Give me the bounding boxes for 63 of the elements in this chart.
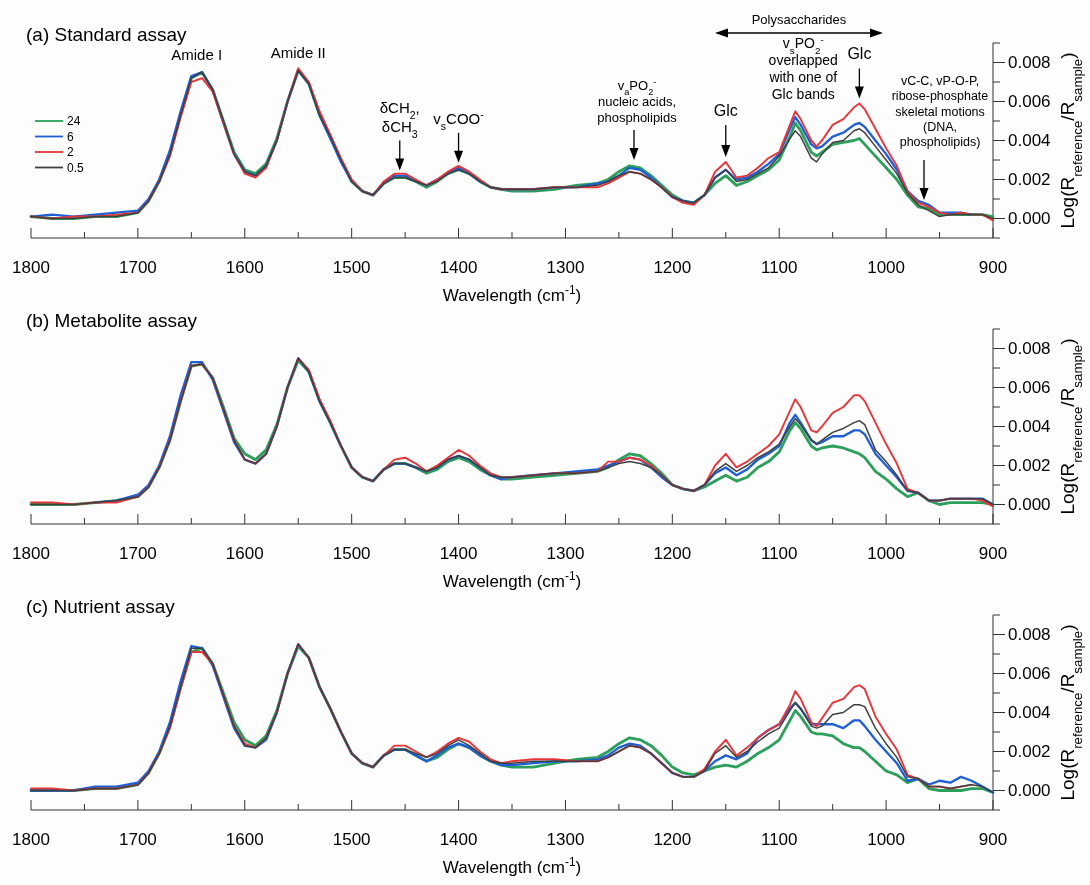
y-tick-label: 0.006 [1008, 92, 1051, 112]
y-tick-label: 0.008 [1008, 339, 1051, 359]
x-tick-label: 1700 [118, 830, 157, 849]
y-tick-label: 0.004 [1008, 417, 1051, 437]
x-tick-label: 1200 [653, 258, 692, 277]
x-tick-label: 1400 [439, 830, 478, 849]
x-axis-title: Wavelength (cm$^{-1}$) [442, 283, 582, 305]
x-tick-label: 1300 [546, 830, 585, 849]
legend-label: 6 [67, 129, 74, 144]
x-axis-title: Wavelength (cm$^{-1}$) [442, 855, 582, 877]
x-tick-label: 1100 [760, 544, 798, 563]
y-tick-label: 0.000 [1008, 495, 1051, 515]
text: Polysaccharides [751, 12, 847, 27]
x-tick-label: 900 [978, 258, 1008, 277]
x-tick-label: 1800 [12, 830, 50, 849]
chart-title: (a) Standard assay [26, 24, 188, 45]
x-tick-label: 1600 [225, 258, 264, 277]
x-tick-label: 1800 [12, 258, 50, 277]
x-tick-label: 1000 [867, 544, 906, 563]
y-tick-label: 0.002 [1008, 456, 1051, 476]
x-tick-label: 1600 [225, 830, 264, 849]
y-tick-label: 0.008 [1008, 625, 1051, 645]
x-tick-label: 1800 [12, 544, 50, 563]
x-tick-label: 1000 [867, 830, 906, 849]
y-tick-label: 0.004 [1008, 703, 1051, 723]
y-tick-label: 0.000 [1008, 781, 1051, 801]
x-axis-title: Wavelength (cm$^{-1}$) [442, 569, 582, 591]
annotation: Amide II [270, 44, 326, 62]
x-tick-label: 1200 [653, 544, 692, 563]
x-tick-label: 1100 [760, 830, 798, 849]
x-tick-label: 1400 [439, 544, 478, 563]
annotation: Glc [847, 45, 872, 63]
x-tick-label: 1400 [439, 258, 478, 277]
annotation: Glc [713, 101, 738, 119]
x-tick-label: 1200 [653, 830, 692, 849]
y-tick-label: 0.002 [1008, 742, 1051, 762]
annotation: δCH$_{2}$, δCH$_{3}$ [379, 99, 420, 140]
annotation: Amide I [171, 46, 223, 64]
x-tick-label: 900 [978, 830, 1008, 849]
legend-label: 0.5 [67, 160, 85, 175]
y-tick-label: 0.002 [1008, 170, 1051, 190]
y-tick-label: 0.006 [1008, 664, 1051, 684]
x-tick-label: 1000 [867, 258, 906, 277]
legend-label: 24 [67, 114, 81, 129]
x-tick-label: 1700 [118, 258, 157, 277]
x-tick-label: 1100 [760, 258, 798, 277]
x-tick-label: 1700 [118, 544, 157, 563]
legend-label: 2 [67, 145, 74, 160]
x-tick-label: 1300 [546, 544, 585, 563]
x-tick-label: 1500 [332, 544, 371, 563]
chart-title: (b) Metabolite assay [26, 310, 198, 331]
x-tick-label: 900 [978, 544, 1008, 563]
y-tick-label: 0.004 [1008, 131, 1051, 151]
y-tick-label: 0.008 [1008, 53, 1051, 73]
y-tick-label: 0.000 [1008, 209, 1051, 229]
x-tick-label: 1600 [225, 544, 264, 563]
y-tick-label: 0.006 [1008, 378, 1051, 398]
x-tick-label: 1300 [546, 258, 585, 277]
x-tick-label: 1500 [332, 258, 371, 277]
chart-title: (c) Nutrient assay [26, 596, 176, 617]
x-tick-label: 1500 [332, 830, 371, 849]
annotation: v$_{s}$COO$^{-}$ [433, 107, 485, 132]
annotation: vC-C, vP-O-P, ribose-phosphate skeletal motions (DNA, phospholipids) [891, 74, 989, 149]
